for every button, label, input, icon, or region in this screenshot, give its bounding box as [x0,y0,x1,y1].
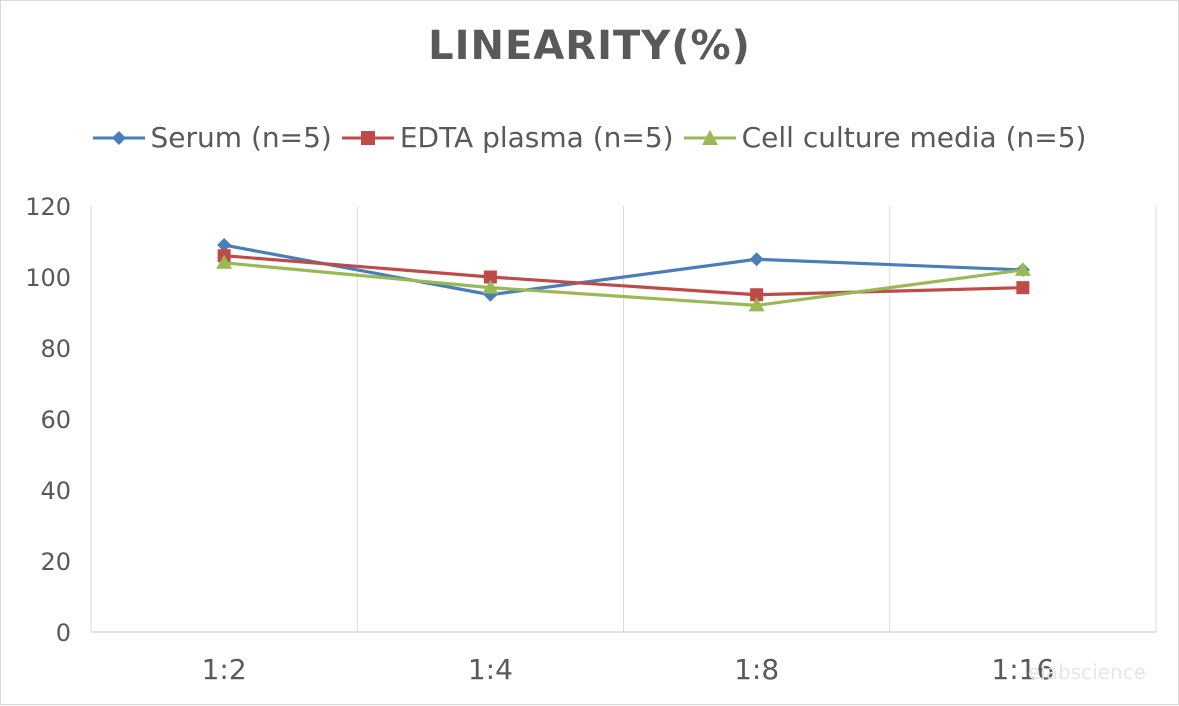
x-tick-label: 1:2 [202,653,247,686]
legend-swatch-serum [92,130,145,145]
legend-label-serum: Serum (n=5) [150,121,332,154]
series-line-2 [223,261,1024,307]
legend-item-serum: Serum (n=5) [92,121,332,154]
y-tick-label: 40 [40,477,71,505]
legend: Serum (n=5) EDTA plasma (n=5) Cell cultu… [1,121,1178,154]
y-tick-label: 100 [25,264,71,292]
legend-label-edta-plasma: EDTA plasma (n=5) [399,121,674,154]
legend-label-cell-culture-media: Cell culture media (n=5) [741,121,1087,154]
data-point-marker [748,297,765,312]
legend-swatch-cell-culture-media [683,129,736,145]
y-tick-label: 20 [40,548,71,576]
legend-item-edta-plasma: EDTA plasma (n=5) [341,121,674,154]
data-point-marker [216,254,233,269]
data-point-marker [750,288,764,302]
x-tick-label: 1:8 [734,653,779,686]
y-tick-label: 80 [40,335,71,363]
series-line-1 [223,254,1023,297]
data-point-marker [217,238,232,253]
chart-title: LINEARITY(%) [428,23,751,69]
x-tick-label: 1:4 [468,653,513,686]
legend-swatch-edta-plasma [341,130,394,145]
series-line-0 [223,243,1023,297]
watermark: elabscience [1028,660,1146,684]
data-point-marker [1014,261,1031,276]
legend-item-cell-culture-media: Cell culture media (n=5) [683,121,1087,154]
y-tick-label: 120 [25,193,71,221]
data-point-marker [483,270,497,284]
data-point-marker [482,279,499,294]
y-tick-label: 60 [40,406,71,434]
data-point-marker [749,252,764,267]
data-point-marker [1016,281,1030,295]
x-tick-label: 1:16 [991,653,1054,686]
y-tick-label: 0 [56,619,71,647]
